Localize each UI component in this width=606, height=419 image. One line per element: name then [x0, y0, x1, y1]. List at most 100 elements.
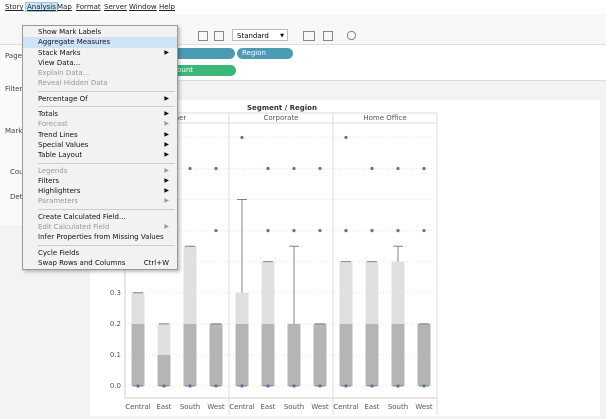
menu-item[interactable]: Create Calculated Field...: [23, 212, 177, 222]
menu-item[interactable]: Percentage Of ▶: [23, 94, 177, 104]
box-lower: [209, 323, 223, 386]
menu-bar-item[interactable]: Server: [104, 3, 127, 11]
column-pill[interactable]: Region: [237, 48, 293, 59]
menu-item-label: View Data...: [38, 58, 81, 67]
menu-item[interactable]: Cycle Fields: [23, 248, 177, 258]
box-upper: [261, 261, 275, 324]
min-point: [292, 384, 296, 388]
fit-dropdown[interactable]: Standard ▼: [232, 29, 288, 41]
toolbar-icon[interactable]: [303, 31, 315, 41]
marks-card[interactable]: Cou: [10, 168, 24, 176]
sidebar-section: Page: [5, 52, 22, 60]
menu-item[interactable]: Swap Rows and Columns Ctrl+W: [23, 258, 177, 268]
submenu-arrow: ▶: [164, 120, 169, 128]
box-upper: [365, 261, 379, 324]
outlier-point: [214, 229, 218, 233]
menu-item-label: Trend Lines: [38, 130, 78, 139]
menu-item[interactable]: Totals ▶: [23, 109, 177, 119]
menu-item-label: Show Mark Labels: [38, 28, 102, 36]
menu-bar-item[interactable]: Window: [129, 3, 157, 11]
submenu-arrow: ▶: [164, 166, 169, 174]
x-tick-label: East: [364, 403, 379, 411]
submenu-arrow: ▶: [164, 151, 169, 159]
menu-item[interactable]: Trend Lines ▶: [23, 130, 177, 140]
view-title: Segment / Region: [247, 104, 317, 112]
box-lower: [131, 323, 145, 386]
menu-item-label: Edit Calculated Field: [38, 223, 110, 232]
marks-card[interactable]: Deta: [10, 193, 27, 201]
row-pill[interactable]: ount: [120, 65, 236, 76]
outlier-point: [318, 166, 322, 171]
min-point: [422, 384, 426, 388]
outlier-point: [396, 229, 400, 233]
x-tick-label: Central: [125, 403, 151, 411]
pane-header: Corporate: [264, 114, 299, 122]
box-upper: [235, 292, 249, 324]
menu-item-label: Aggregate Measures: [38, 38, 111, 47]
menu-item-label: Swap Rows and Columns: [38, 258, 126, 267]
menu-bar-item[interactable]: Map: [57, 3, 72, 11]
pane-header: Home Office: [363, 114, 406, 122]
y-tick-label: 0.3: [110, 289, 121, 297]
menu-item[interactable]: View Data...: [23, 58, 177, 68]
box-lower: [183, 323, 197, 386]
x-tick-label: Central: [229, 403, 255, 411]
box-lower: [313, 323, 327, 386]
shortcut: Ctrl+W: [143, 258, 169, 267]
menu-item[interactable]: Highlighters ▶: [23, 186, 177, 196]
outlier-point: [422, 229, 426, 233]
menu-item[interactable]: Table Layout ▶: [23, 150, 177, 160]
menu-bar-item[interactable]: Story: [5, 3, 24, 11]
toolbar-icon[interactable]: [347, 31, 356, 40]
menu-item-label: Totals: [38, 110, 58, 119]
menu-separator: [38, 208, 175, 210]
box-lower: [365, 323, 379, 386]
outlier-point: [396, 166, 400, 171]
menu-bar-item[interactable]: Help: [159, 3, 175, 11]
y-tick-label: 0.2: [110, 320, 121, 328]
box-lower: [417, 323, 431, 386]
x-tick-label: South: [180, 403, 200, 411]
outlier-point: [240, 135, 244, 140]
toolbar-icon[interactable]: [198, 31, 208, 41]
menu-item[interactable]: Stack Marks ▶: [23, 48, 177, 58]
box-upper: [157, 323, 171, 355]
box-lower: [391, 323, 405, 386]
menu-item-label: Filters: [38, 176, 59, 185]
menu-item[interactable]: Infer Properties from Missing Values: [23, 232, 177, 242]
box-lower: [339, 323, 353, 386]
min-point: [240, 384, 244, 388]
outlier-point: [292, 229, 296, 233]
toolbar-icon[interactable]: [323, 31, 333, 41]
min-point: [214, 384, 218, 388]
menu-item[interactable]: Special Values ▶: [23, 140, 177, 150]
outlier-point: [344, 229, 348, 233]
menu-item-label: Explain Data...: [38, 69, 90, 78]
menu-item-label: Stack Marks: [38, 48, 81, 57]
x-tick-label: West: [415, 403, 432, 411]
submenu-arrow: ▶: [164, 130, 169, 138]
menu-item[interactable]: Filters ▶: [23, 176, 177, 186]
menu-item-label: Percentage Of: [38, 94, 88, 103]
box-upper: [183, 246, 197, 324]
menu-separator: [38, 244, 175, 246]
outlier-point: [318, 229, 322, 233]
fit-label: Standard: [237, 32, 269, 40]
menu-item[interactable]: Show Mark Labels: [23, 27, 177, 37]
outlier-point: [266, 166, 270, 171]
menu-bar: Story Analysis Map Format Server Window Help: [0, 0, 606, 14]
min-point: [370, 384, 374, 388]
menu-bar-item[interactable]: Format: [76, 3, 101, 11]
menu-item[interactable]: Aggregate Measures: [23, 37, 177, 48]
y-tick-label: 0.1: [110, 351, 121, 359]
menu-item-label: Legends: [38, 166, 68, 175]
toolbar-icon[interactable]: [214, 31, 224, 41]
box-upper: [339, 261, 353, 324]
menu-item: Reveal Hidden Data: [23, 78, 177, 88]
dropdown-arrow: ▼: [280, 33, 284, 39]
outlier-point: [214, 166, 218, 171]
submenu-arrow: ▶: [164, 187, 169, 195]
menu-bar-item[interactable]: Analysis: [25, 2, 58, 12]
box-lower: [287, 323, 301, 386]
menu-item-label: Infer Properties from Missing Values: [38, 233, 164, 242]
